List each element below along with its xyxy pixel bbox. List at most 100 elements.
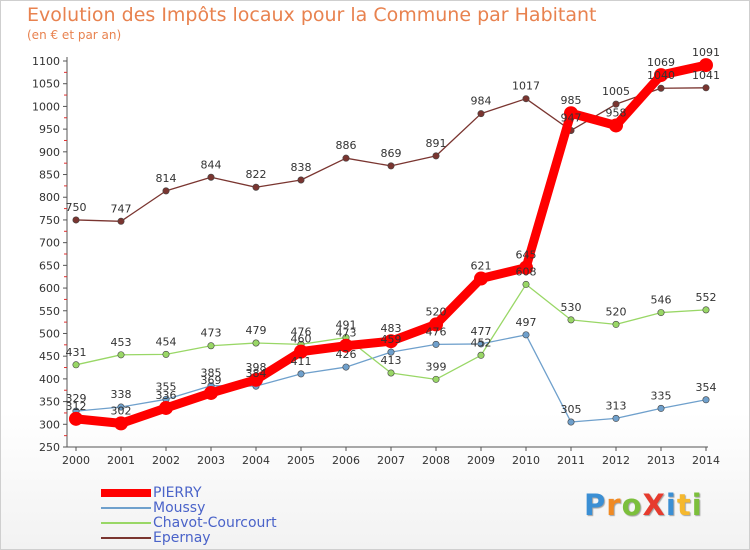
legend-swatch: [101, 537, 151, 539]
x-tick-label: 2010: [512, 454, 540, 467]
data-point: [612, 320, 620, 328]
y-tick-label: 1100: [32, 55, 60, 68]
data-label: 355: [156, 380, 177, 393]
x-tick-label: 2003: [197, 454, 225, 467]
legend-label: PIERRY: [153, 485, 202, 501]
data-label: 520: [606, 305, 627, 318]
data-label: 477: [471, 325, 492, 338]
data-point: [252, 183, 260, 191]
data-point: [117, 351, 125, 359]
y-tick-label: 600: [39, 282, 60, 295]
data-label: 822: [246, 168, 267, 181]
data-point: [477, 340, 485, 348]
x-tick-label: 2001: [107, 454, 135, 467]
data-point: [162, 187, 170, 195]
data-label: 413: [381, 354, 402, 367]
data-point: [657, 404, 665, 412]
y-tick-label: 750: [39, 214, 60, 227]
data-label: 398: [246, 361, 267, 374]
data-point: [72, 216, 80, 224]
data-label: 814: [156, 172, 177, 185]
data-label: 1005: [602, 85, 630, 98]
data-label: 385: [201, 367, 222, 380]
data-point: [117, 403, 125, 411]
data-point: [429, 317, 443, 332]
data-point: [69, 411, 83, 426]
chart-subtitle: (en € et par an): [27, 28, 122, 42]
data-point: [654, 68, 668, 83]
data-point: [522, 95, 530, 103]
data-point: [207, 342, 215, 350]
y-tick-label: 1000: [32, 100, 60, 113]
y-tick-label: 500: [39, 327, 60, 340]
data-label: 1091: [692, 46, 720, 59]
data-label: 312: [66, 400, 87, 413]
data-label: 476: [426, 325, 447, 338]
data-label: 431: [66, 346, 87, 359]
data-label: 479: [246, 324, 267, 337]
data-point: [384, 334, 398, 349]
data-label: 1040: [647, 69, 675, 82]
data-label: 530: [561, 301, 582, 314]
data-point: [297, 176, 305, 184]
data-point: [162, 350, 170, 358]
data-point: [522, 280, 530, 288]
x-tick-label: 2004: [242, 454, 270, 467]
data-point: [567, 316, 575, 324]
y-tick-label: 250: [39, 441, 60, 454]
data-point: [387, 162, 395, 170]
data-point: [519, 260, 533, 275]
data-point: [207, 173, 215, 181]
data-point: [522, 331, 530, 339]
data-point: [699, 58, 713, 73]
x-tick-label: 2005: [287, 454, 315, 467]
data-point: [477, 351, 485, 359]
data-point: [114, 416, 128, 431]
y-tick-label: 900: [39, 146, 60, 159]
data-point: [387, 348, 395, 356]
y-tick-label: 550: [39, 305, 60, 318]
data-label: 491: [336, 319, 357, 332]
legend-swatch: [101, 489, 151, 497]
data-label: 335: [651, 389, 672, 402]
data-label: 608: [516, 265, 537, 278]
x-tick-label: 2008: [422, 454, 450, 467]
data-point: [159, 400, 173, 415]
data-label: 958: [606, 106, 627, 119]
y-tick-label: 400: [39, 373, 60, 386]
x-tick-label: 2013: [647, 454, 675, 467]
data-label: 459: [381, 333, 402, 346]
data-label: 838: [291, 161, 312, 174]
data-label: 473: [336, 327, 357, 340]
data-label: 1017: [512, 80, 540, 93]
x-tick-label: 2012: [602, 454, 630, 467]
y-tick-label: 850: [39, 169, 60, 182]
data-label: 1041: [692, 69, 720, 82]
data-point: [297, 370, 305, 378]
data-label: 454: [156, 335, 177, 348]
data-label: 621: [471, 260, 492, 273]
data-label: 520: [426, 305, 447, 318]
x-tick-label: 2014: [692, 454, 720, 467]
data-point: [564, 106, 578, 121]
data-point: [204, 385, 218, 400]
data-label: 483: [381, 322, 402, 335]
legend-label: Moussy: [153, 500, 206, 516]
legend-label: Epernay: [153, 530, 211, 546]
data-point: [657, 84, 665, 92]
data-label: 869: [381, 147, 402, 160]
data-label: 354: [696, 381, 717, 394]
data-point: [432, 152, 440, 160]
data-label: 747: [111, 202, 132, 215]
data-point: [657, 309, 665, 317]
data-label: 645: [516, 249, 537, 262]
data-label: 497: [516, 316, 537, 329]
legend-swatch: [101, 522, 151, 524]
data-point: [252, 339, 260, 347]
x-tick-label: 2011: [557, 454, 585, 467]
data-label: 552: [696, 291, 717, 304]
data-label: 476: [291, 325, 312, 338]
x-tick-label: 2000: [62, 454, 90, 467]
data-point: [72, 361, 80, 369]
